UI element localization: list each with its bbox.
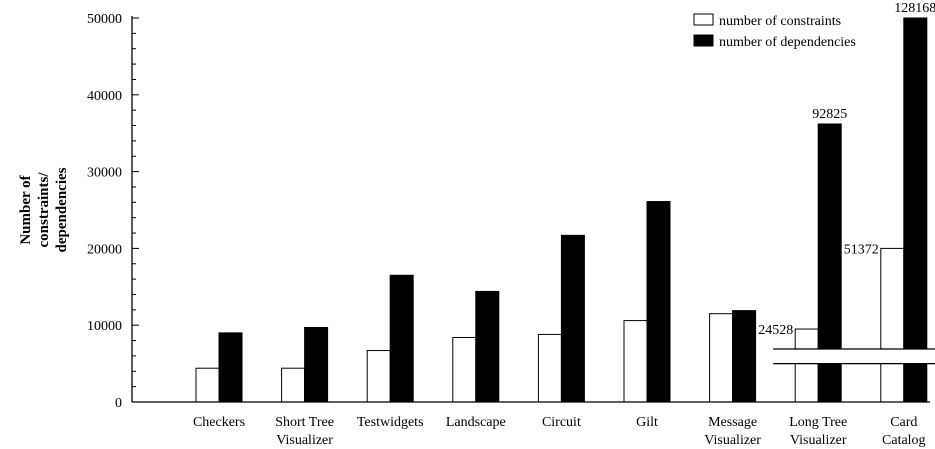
y-tick-label: 0 (115, 396, 122, 411)
legend-swatch (693, 13, 714, 26)
constraints-bar (623, 320, 648, 403)
data-label: 92825 (812, 107, 847, 122)
y-axis-title-line: dependencies (54, 167, 70, 252)
constraints-bar (880, 247, 905, 403)
dependencies-bar (389, 274, 414, 403)
x-axis: Checkers Short Tree Visualizer Testwidgets L… (132, 401, 930, 448)
x-tick-label: Long Tree Visualizer (789, 415, 847, 448)
axis-break-band (773, 349, 935, 364)
x-tick-label: Testwidgets (357, 415, 424, 430)
y-tick-label: 20000 (87, 242, 122, 257)
x-tick-label: Checkers (193, 415, 245, 430)
legend-entry: number of constraints (719, 14, 841, 29)
y-tick-label: 40000 (87, 89, 122, 104)
x-tick-label: Landscape (446, 415, 506, 430)
dependencies-bar (732, 310, 757, 403)
dependencies-bar (560, 234, 585, 403)
x-tick-label-line: Checkers (193, 415, 245, 430)
y-axis-title: Number of constraints/dependencies (18, 167, 70, 252)
x-tick-label: Short Tree Visualizer (275, 415, 334, 448)
constraints-bar (794, 328, 819, 403)
y-axis-title-line: Number of (18, 174, 34, 244)
bars (195, 17, 928, 403)
constraints-bar (452, 336, 477, 403)
constraints-bar (281, 367, 306, 403)
x-tick-label-line: Testwidgets (357, 415, 424, 430)
x-tick-label: Message Visualizer (704, 415, 761, 448)
x-tick-label-line: Visualizer (704, 433, 761, 448)
x-tick-label-line: Circuit (542, 415, 581, 430)
x-tick-label-line: Visualizer (790, 433, 847, 448)
constraints-bar (195, 367, 220, 403)
legend: number of constraints number of dependenc… (693, 13, 856, 50)
y-axis-label: Number of constraints/dependencies (18, 167, 70, 252)
y-axis-title-line: constraints/ (36, 172, 52, 248)
y-tick-label: 50000 (87, 12, 122, 27)
data-label: 24528 (758, 323, 793, 338)
x-tick-label-line: Long Tree (789, 415, 847, 430)
constraints-bar (537, 333, 562, 403)
x-tick-label: Circuit (542, 415, 581, 430)
data-label: 51372 (844, 242, 879, 257)
x-tick-label: Card Catalog (882, 415, 926, 448)
x-tick-label-line: Gilt (636, 415, 658, 430)
x-tick-label-line: Short Tree (275, 415, 334, 430)
y-tick-label: 10000 (87, 319, 122, 334)
dependencies-bar (218, 332, 243, 403)
data-label: 128168 (894, 1, 935, 16)
data-labels: 24528 92825 51372 128168 (758, 1, 935, 338)
y-axis: 0 10000 20000 30000 40000 50000 (87, 12, 139, 411)
x-tick-label-line: Catalog (882, 433, 926, 448)
x-tick-label-line: Message (708, 415, 757, 430)
dependencies-bar (475, 290, 500, 403)
constraints-bar (709, 313, 734, 403)
legend-swatch (693, 34, 714, 47)
dependencies-bar (304, 327, 329, 403)
axis-break (773, 348, 935, 365)
y-tick-label: 30000 (87, 166, 122, 181)
x-tick-label-line: Visualizer (276, 433, 333, 448)
dependencies-bar (646, 201, 671, 403)
x-tick-label: Gilt (636, 415, 658, 430)
x-tick-label-line: Card (890, 415, 917, 430)
dependencies-bar (903, 17, 928, 403)
x-tick-label-line: Landscape (446, 415, 506, 430)
legend-entry: number of dependencies (719, 35, 856, 50)
constraints-bar (366, 350, 391, 403)
